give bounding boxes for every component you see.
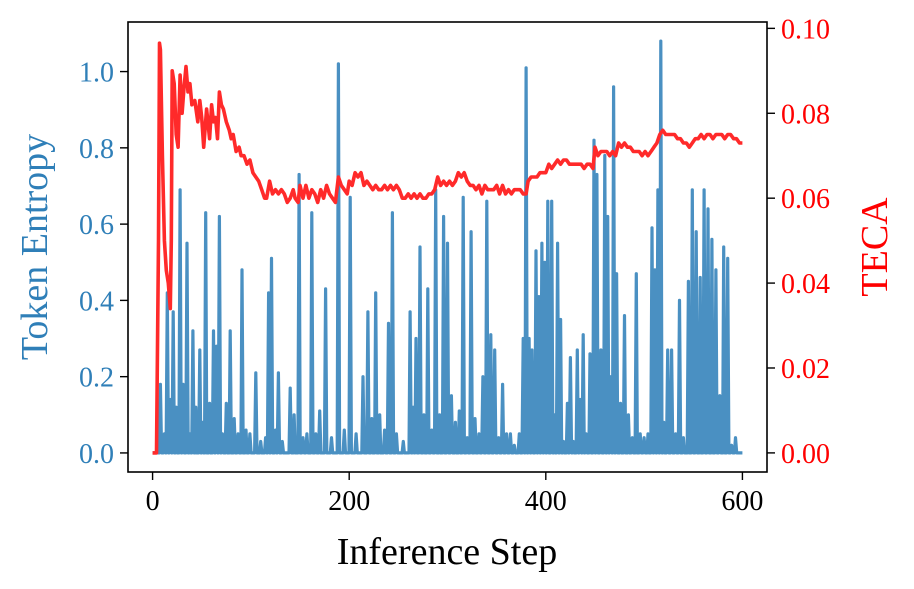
right-y-tick-label: 0.08 [781,99,830,130]
right-y-tick-label: 0.00 [781,439,830,470]
token-entropy-line [152,39,743,455]
plot-frame [127,21,768,473]
token-entropy-series [152,39,743,455]
x-tick-label: 400 [525,486,567,517]
teca-series [152,41,743,455]
left-y-tick-label: 0.0 [79,439,114,470]
right-y-tick-label: 0.06 [781,184,830,215]
right-y-tick-label: 0.10 [781,14,830,45]
left-y-tick-label: 0.2 [79,363,114,394]
right-y-axis-ticks: 0.00 0.02 0.04 0.06 0.08 0.10 [767,14,830,470]
x-tick-label: 200 [328,486,370,517]
left-y-tick-label: 0.8 [79,134,114,165]
right-y-tick-label: 0.02 [781,354,830,385]
x-axis-ticks: 0 200 400 600 [146,472,763,517]
teca-line [152,41,743,455]
left-y-tick-label: 0.4 [79,286,114,317]
left-y-tick-label: 1.0 [79,58,114,89]
right-y-axis-title: TECA [854,197,896,297]
left-y-axis-ticks: 0.0 0.2 0.4 0.6 0.8 1.0 [79,58,128,470]
x-tick-label: 0 [146,486,160,517]
left-y-tick-label: 0.6 [79,210,114,241]
x-tick-label: 600 [721,486,763,517]
right-y-tick-label: 0.04 [781,269,830,300]
left-y-axis-title: Token Entropy [14,134,56,360]
x-axis-title: Inference Step [337,531,558,573]
